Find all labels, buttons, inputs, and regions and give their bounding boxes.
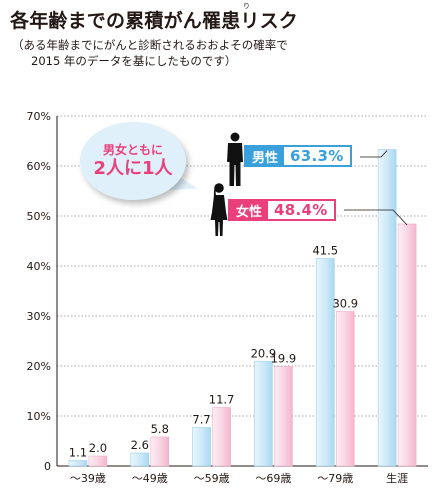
bar-male <box>377 149 397 467</box>
male-silhouette-icon <box>227 132 243 186</box>
callout-line-2: 2人に1人 <box>93 158 173 179</box>
bar-male <box>130 452 150 467</box>
bar-male <box>254 361 273 467</box>
bar-female <box>150 436 170 467</box>
callout-line-1: 男女ともに <box>102 143 163 157</box>
chart-title: 各年齢までの累積がん罹患リスク <box>10 10 299 32</box>
callout-bubble: 男女ともに 2人に1人 <box>80 122 186 200</box>
y-tick-label: 50% <box>27 210 51 223</box>
data-label-female: 11.7 <box>209 393 235 407</box>
male-badge-value: 63.3% <box>284 147 350 165</box>
male-leader-line <box>360 150 388 158</box>
y-tick-label: 70% <box>27 110 51 123</box>
y-tick-label: 20% <box>27 360 51 373</box>
bar-male <box>192 427 211 467</box>
x-tick-label: ～79歳 <box>317 472 353 485</box>
bar-female <box>335 311 355 467</box>
data-label-female: 2.0 <box>89 441 107 455</box>
male-lifetime-badge: 男性 63.3% <box>244 145 352 167</box>
bar-female <box>397 223 417 467</box>
data-label-male: 7.7 <box>192 413 210 427</box>
female-badge-label: 女性 <box>230 201 269 220</box>
y-tick-label: 40% <box>27 260 51 273</box>
y-tick-label: 60% <box>27 160 51 173</box>
subtitle-line-2: 2015 年のデータを基にしたものです） <box>31 54 237 68</box>
x-tick-label: ～59歳 <box>194 472 230 485</box>
female-leader-line <box>344 209 408 226</box>
bar-female <box>212 407 231 467</box>
male-badge-label: 男性 <box>246 147 285 166</box>
y-tick-label: 10% <box>27 410 51 423</box>
x-tick-label: 生涯 <box>386 471 408 485</box>
y-tick-label: 30% <box>27 310 51 323</box>
female-badge-value: 48.4% <box>268 201 334 219</box>
data-label-female: 19.9 <box>271 352 297 366</box>
y-tick-label: 0 <box>44 460 51 473</box>
data-label-male: 2.6 <box>131 438 149 452</box>
x-tick-label: ～49歳 <box>132 472 168 485</box>
title-ruby: り <box>243 2 250 10</box>
bar-female <box>274 366 293 467</box>
bar-male <box>68 460 88 467</box>
x-tick-label: ～39歳 <box>70 472 106 485</box>
data-label-male: 41.5 <box>312 244 338 258</box>
data-label-male: 20.9 <box>251 347 277 361</box>
female-silhouette-icon <box>210 183 228 236</box>
bar-male <box>315 258 335 467</box>
data-label-female: 30.9 <box>332 297 358 311</box>
x-tick-label: ～69歳 <box>255 472 291 485</box>
bar-female <box>88 455 108 467</box>
data-label-female: 5.8 <box>151 422 169 436</box>
subtitle-line-1: （ある年齢までにがんと診断されるおおよその確率で <box>12 38 288 52</box>
data-label-male: 1.1 <box>69 446 87 460</box>
female-lifetime-badge: 女性 48.4% <box>228 199 336 221</box>
